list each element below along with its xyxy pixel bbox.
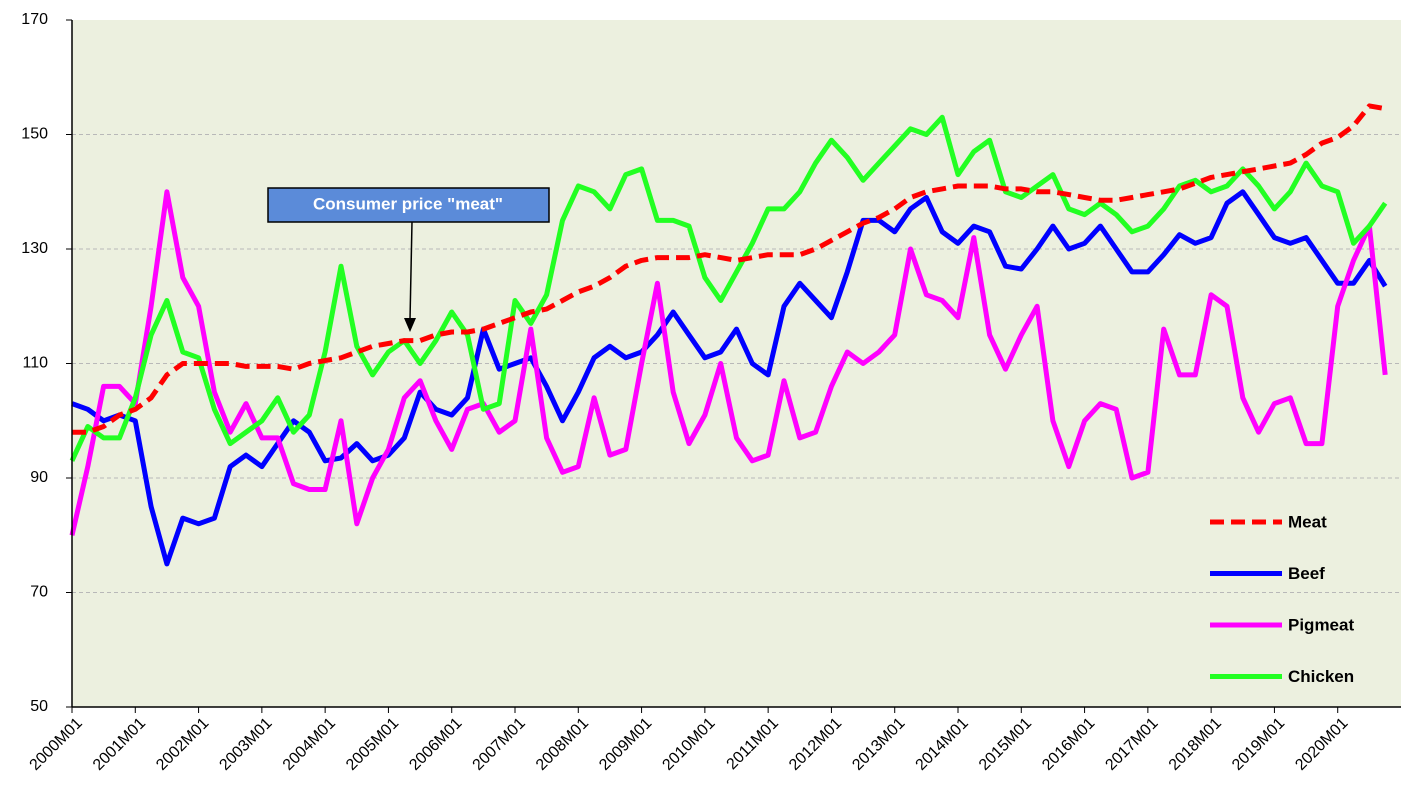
x-tick-label: 2008M01 <box>533 715 592 774</box>
y-tick-label: 130 <box>21 240 48 257</box>
x-tick-label: 2013M01 <box>849 715 908 774</box>
legend-label: Beef <box>1288 564 1325 583</box>
x-tick-label: 2017M01 <box>1102 715 1161 774</box>
x-tick-label: 2016M01 <box>1039 715 1098 774</box>
x-tick-label: 2019M01 <box>1229 715 1288 774</box>
legend-label: Pigmeat <box>1288 615 1354 634</box>
y-tick-label: 90 <box>30 469 48 486</box>
x-tick-label: 2011M01 <box>724 715 782 773</box>
x-tick-label: 2005M01 <box>343 715 402 774</box>
x-tick-label: 2020M01 <box>1292 715 1351 774</box>
line-chicken <box>69 114 1388 462</box>
y-tick-label: 170 <box>21 11 48 28</box>
x-tick-label: 2012M01 <box>786 715 845 774</box>
y-tick-label: 110 <box>22 355 48 372</box>
x-tick-label: 2009M01 <box>596 715 655 774</box>
x-tick-label: 2002M01 <box>153 715 212 774</box>
line-pigmeat <box>69 189 1388 536</box>
legend-label: Chicken <box>1288 667 1354 686</box>
x-tick-label: 2010M01 <box>659 715 718 774</box>
x-tick-label: 2014M01 <box>913 715 972 774</box>
legend-label: Meat <box>1288 512 1327 531</box>
x-tick-label: 2018M01 <box>1166 715 1225 774</box>
x-tick-label: 2007M01 <box>470 715 529 774</box>
x-tick-label: 2001M01 <box>90 715 149 774</box>
y-tick-label: 70 <box>30 584 48 601</box>
line-meat <box>72 103 1386 435</box>
x-tick-label: 2004M01 <box>280 715 339 774</box>
x-tick-label: 2015M01 <box>976 715 1035 774</box>
annotation-arrowhead <box>404 318 416 332</box>
annotation: Consumer price "meat" <box>313 194 503 213</box>
y-tick-label: 50 <box>30 698 48 715</box>
y-tick-label: 150 <box>21 126 48 143</box>
annotation-box <box>267 187 550 223</box>
annotation-arrow <box>409 221 413 321</box>
x-tick-label: 2000M01 <box>27 715 86 774</box>
x-tick-label: 2006M01 <box>406 715 465 774</box>
x-tick-label: 2003M01 <box>216 715 275 774</box>
